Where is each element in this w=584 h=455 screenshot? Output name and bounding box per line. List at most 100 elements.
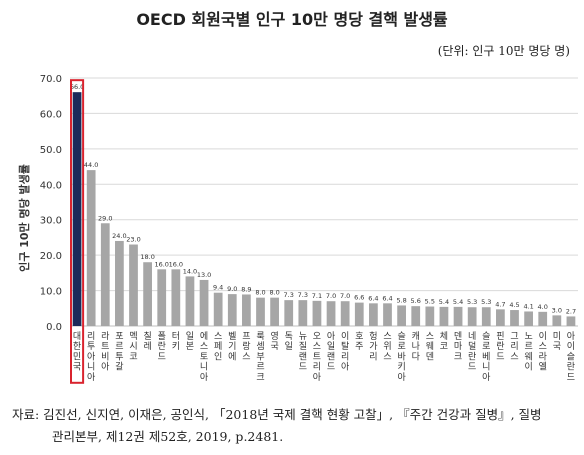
y-tick-label: 60.0 (40, 109, 62, 120)
data-label: 5.6 (411, 297, 421, 305)
data-label: 7.3 (284, 291, 294, 299)
y-tick-label: 0.0 (46, 322, 62, 333)
data-label: 66.0 (70, 83, 84, 91)
data-label: 5.8 (396, 296, 406, 304)
bar-12 (227, 294, 237, 326)
data-label: 4.1 (523, 302, 533, 310)
bar-28 (453, 306, 463, 326)
bar-chart: 0.0 10.0 20.0 30.0 40.0 50.0 60.0 70.0 66.0 44.0… (17, 74, 578, 384)
bar-27 (439, 306, 449, 326)
data-label: 7.0 (340, 292, 350, 300)
y-tick-label: 50.0 (40, 145, 62, 156)
source-note: 자료: 김진선, 신지연, 이재은, 공인식, 「2018년 국제 결핵 현황 … (12, 404, 578, 448)
bar-33 (524, 311, 533, 326)
y-axis-label: 인구 10만 명당 발생률 (17, 164, 31, 272)
category-labels: 대 한 민 국 리 투 아 니 아 라 트 비 아 포 르 투 갈 멕 시 코 칠 레 폴 란 드 터 키 일 본 에 스 토 니 아 스 페 인 벨 기 에… (73, 331, 576, 383)
data-label: 5.3 (467, 298, 477, 306)
highlight-box (70, 79, 85, 384)
data-label: 16.0 (154, 260, 168, 268)
bar-31 (496, 309, 505, 326)
y-tick-label: 40.0 (40, 180, 62, 191)
data-label: 18.0 (140, 253, 154, 261)
bar-7 (157, 269, 167, 326)
bar-20 (340, 301, 350, 326)
data-label: 7.0 (326, 292, 336, 300)
data-label: 3.0 (552, 306, 562, 314)
data-label: 4.7 (495, 300, 505, 308)
y-tick-label: 10.0 (40, 287, 62, 298)
bar-18 (312, 300, 322, 326)
y-tick-label: 70.0 (40, 74, 62, 85)
data-label: 8.9 (241, 285, 251, 293)
bar-36 (566, 316, 576, 326)
data-label: 23.0 (126, 236, 140, 244)
bar-15 (270, 297, 279, 326)
data-label: 44.0 (84, 161, 98, 169)
data-label: 29.0 (98, 214, 112, 222)
bar-23 (383, 303, 392, 326)
source-line-1: 자료: 김진선, 신지연, 이재은, 공인식, 「2018년 국제 결핵 현황 … (12, 407, 542, 422)
data-label: 9.4 (213, 284, 223, 292)
data-label: 5.4 (453, 298, 463, 306)
data-labels: 66.044.029.024.0 23.018.016.0 16.014.0 13.0… (70, 83, 576, 315)
bar-4 (115, 240, 124, 326)
bar-8 (171, 269, 181, 326)
bar-34 (538, 311, 548, 326)
gridlines (70, 77, 578, 327)
data-label: 6.6 (354, 294, 364, 302)
data-label: 16.0 (169, 260, 183, 268)
data-label: 6.4 (368, 294, 378, 302)
data-label: 5.4 (439, 298, 449, 306)
bar-29 (467, 307, 477, 326)
bar-11 (213, 292, 223, 326)
bar-10 (199, 279, 209, 326)
bar-21 (354, 302, 364, 326)
data-label: 6.4 (382, 294, 392, 302)
bar-1 (72, 92, 82, 327)
bar-26 (425, 306, 435, 326)
data-label: 2.7 (566, 307, 576, 315)
bar-19 (326, 301, 336, 326)
data-label: 7.1 (312, 292, 322, 300)
data-label: 13.0 (197, 271, 211, 279)
bar-9 (185, 276, 195, 326)
bars (72, 92, 576, 327)
bar-25 (411, 306, 421, 326)
data-label: 8.0 (255, 289, 265, 297)
bar-14 (256, 297, 265, 326)
bar-6 (143, 262, 152, 326)
data-label: 4.0 (538, 303, 548, 311)
data-label: 9.0 (227, 285, 237, 293)
y-tick-label: 20.0 (40, 251, 62, 262)
data-label: 8.0 (269, 289, 279, 297)
bar-24 (397, 305, 406, 326)
bar-3 (100, 223, 110, 326)
bar-2 (86, 170, 96, 326)
